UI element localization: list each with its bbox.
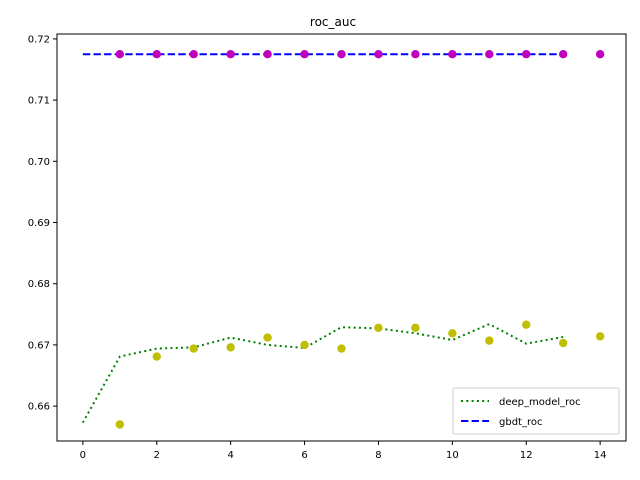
scatter-point-1-1 xyxy=(152,49,161,59)
x-tick-label: 12 xyxy=(520,450,533,461)
legend: deep_model_roc gbdt_roc xyxy=(452,387,620,435)
scatter-point-1-3 xyxy=(226,49,235,59)
y-tick-label: 0.71 xyxy=(28,96,50,107)
scatter-point-0-7 xyxy=(374,323,383,332)
scatter-point-1-6 xyxy=(337,49,346,59)
scatter-point-0-8 xyxy=(411,323,420,332)
scatter-point-1-10 xyxy=(485,49,494,59)
y-tick-label: 0.66 xyxy=(28,402,50,413)
x-tick-label: 8 xyxy=(375,450,381,461)
y-tick-label: 0.67 xyxy=(28,340,50,351)
scatter-point-1-2 xyxy=(189,49,198,59)
axes-frame xyxy=(56,33,627,442)
scatter-point-0-3 xyxy=(226,343,235,352)
scatter-point-0-13 xyxy=(595,332,605,341)
x-tick-label: 6 xyxy=(301,450,307,461)
legend-label-deep-model-roc: deep_model_roc xyxy=(499,397,581,408)
scatter-point-0-4 xyxy=(263,333,272,342)
x-tick-label: 10 xyxy=(446,450,459,461)
plot-area xyxy=(81,49,605,429)
scatter-point-1-4 xyxy=(263,49,272,59)
scatter-point-0-5 xyxy=(300,340,309,350)
chart-title: roc_auc xyxy=(310,15,356,29)
x-tick-label: 0 xyxy=(80,450,86,461)
scatter-point-0-12 xyxy=(558,338,568,348)
legend-box xyxy=(452,387,620,435)
scatter-point-0-1 xyxy=(152,352,161,361)
y-tick-label: 0.70 xyxy=(28,157,50,168)
scatter-point-1-12 xyxy=(558,49,568,59)
y-tick-label: 0.69 xyxy=(28,218,50,229)
scatter-point-0-9 xyxy=(448,329,457,338)
series-line-deep-model-roc xyxy=(81,322,564,424)
axes: 0 2 4 6 8 10 12 14 0.66 0.67 0.68 0.69 0.70 0.71 0.72 xyxy=(28,33,627,461)
scatter-point-1-0 xyxy=(115,49,125,59)
scatter-point-1-8 xyxy=(411,49,420,59)
scatter-point-0-2 xyxy=(189,344,198,353)
scatter-point-1-9 xyxy=(448,49,457,59)
scatter-point-1-13 xyxy=(595,49,605,59)
scatter-point-1-11 xyxy=(522,49,531,59)
scatter-point-1-7 xyxy=(374,49,383,59)
legend-label-gbdt-roc: gbdt_roc xyxy=(499,417,542,428)
scatter-point-0-0 xyxy=(115,420,125,429)
x-tick-label: 14 xyxy=(594,450,607,461)
y-tick-label: 0.72 xyxy=(28,34,50,45)
scatter-point-0-11 xyxy=(522,320,531,329)
scatter-point-1-5 xyxy=(300,49,309,59)
scatter-point-0-6 xyxy=(337,344,346,353)
x-tick-label: 4 xyxy=(227,450,233,461)
scatter-point-0-10 xyxy=(485,336,494,345)
x-tick-label: 2 xyxy=(154,450,160,461)
y-tick-label: 0.68 xyxy=(28,279,50,290)
